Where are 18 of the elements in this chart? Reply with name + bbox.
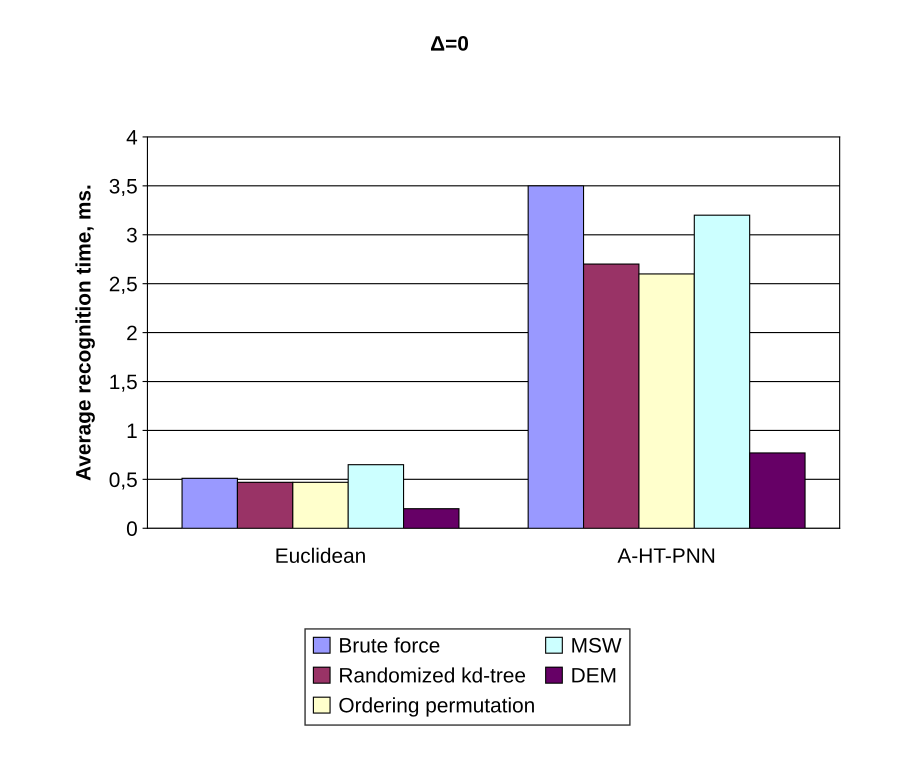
y-tick-label: 0 bbox=[126, 521, 137, 536]
y-tick-label: 3,5 bbox=[110, 178, 137, 196]
y-tick-label: 2 bbox=[127, 326, 137, 340]
y-tick-label: 1 bbox=[128, 424, 137, 438]
y-tick-label: 1,5 bbox=[110, 374, 137, 392]
y-tick-label: 3 bbox=[126, 228, 137, 243]
x-tick-label: A-HT-PNN bbox=[617, 548, 714, 563]
x-tick-label: Euclidean bbox=[276, 548, 365, 564]
legend-label: Brute force bbox=[340, 637, 440, 653]
y-tick-label: 0,5 bbox=[110, 472, 137, 490]
legend-label: Ordering permutation bbox=[339, 697, 534, 717]
y-tick-label: 4 bbox=[126, 130, 138, 144]
legend-label: DEM bbox=[572, 668, 616, 682]
chart-title: Δ=0 bbox=[430, 36, 468, 51]
y-tick-label: 2,5 bbox=[110, 276, 137, 294]
y-axis-title: Average recognition time, ms. bbox=[75, 186, 95, 480]
legend-label: MSW bbox=[572, 638, 622, 653]
legend-label: Randomized kd-tree bbox=[340, 667, 526, 683]
